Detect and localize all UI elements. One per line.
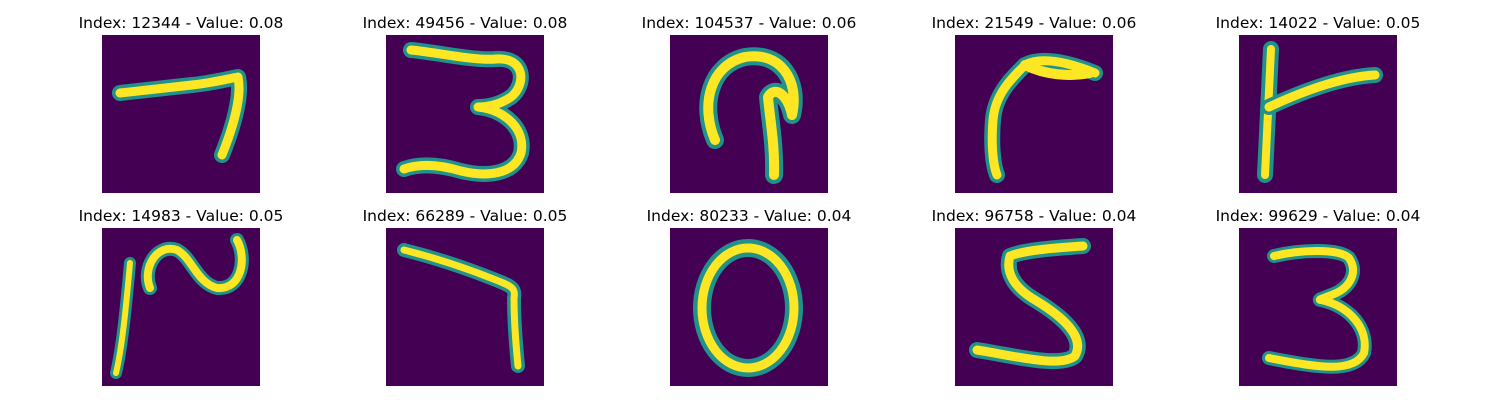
digit-image [386, 228, 544, 386]
panel-2: Index: 49456 - Value: 0.08 [355, 12, 575, 193]
panel-9: Index: 96758 - Value: 0.04 [924, 205, 1144, 386]
panel-5: Index: 14022 - Value: 0.05 [1208, 12, 1428, 193]
panel-title: Index: 80233 - Value: 0.04 [646, 207, 852, 225]
panel-title: Index: 96758 - Value: 0.04 [931, 207, 1137, 225]
digit-image [670, 228, 828, 386]
panel-6: Index: 14983 - Value: 0.05 [71, 205, 291, 386]
digit-image [386, 35, 544, 193]
panel-7: Index: 66289 - Value: 0.05 [355, 205, 575, 386]
digit-image [102, 35, 260, 193]
panel-title: Index: 21549 - Value: 0.06 [931, 14, 1137, 32]
panel-title: Index: 14022 - Value: 0.05 [1215, 14, 1421, 32]
digit-image [1239, 35, 1397, 193]
panel-title: Index: 99629 - Value: 0.04 [1215, 207, 1421, 225]
digit-image [670, 35, 828, 193]
panel-4: Index: 21549 - Value: 0.06 [924, 12, 1144, 193]
digit-image [955, 35, 1113, 193]
panel-title: Index: 104537 - Value: 0.06 [641, 14, 857, 32]
digit-image [955, 228, 1113, 386]
panel-title: Index: 66289 - Value: 0.05 [362, 207, 568, 225]
panel-title: Index: 49456 - Value: 0.08 [362, 14, 568, 32]
panel-title: Index: 12344 - Value: 0.08 [78, 14, 284, 32]
panel-10: Index: 99629 - Value: 0.04 [1208, 205, 1428, 386]
digit-image [102, 228, 260, 386]
panel-1: Index: 12344 - Value: 0.08 [71, 12, 291, 193]
digit-image [1239, 228, 1397, 386]
panel-8: Index: 80233 - Value: 0.04 [639, 205, 859, 386]
panel-3: Index: 104537 - Value: 0.06 [639, 12, 859, 193]
panel-title: Index: 14983 - Value: 0.05 [78, 207, 284, 225]
